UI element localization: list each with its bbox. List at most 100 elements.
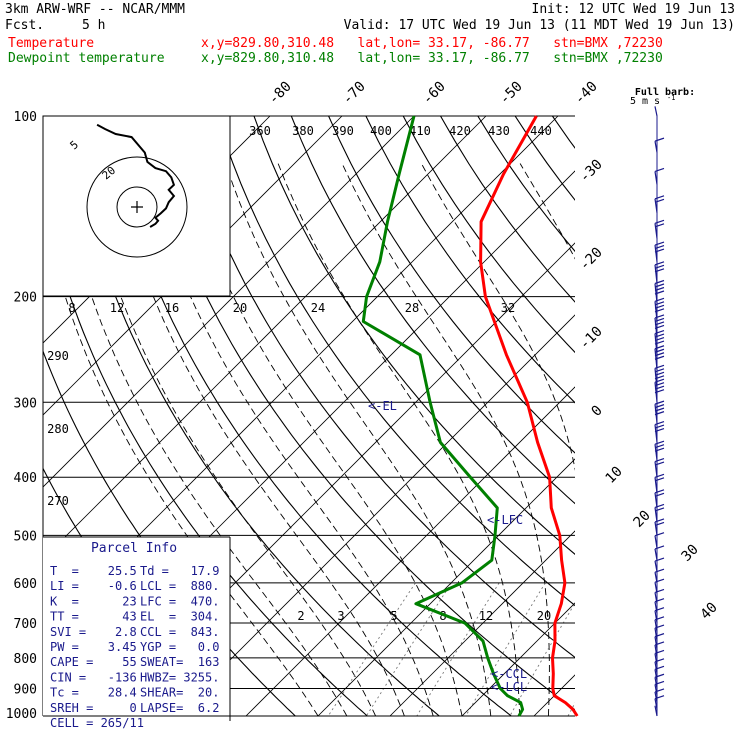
wind-barb bbox=[654, 167, 665, 185]
theta-label: 270 bbox=[47, 494, 69, 508]
dry-adiabat bbox=[253, 116, 575, 555]
parcel-info-right-value: LAPSE= 6.2 bbox=[140, 701, 219, 715]
theta-label: 290 bbox=[47, 349, 69, 363]
barb-legend-value: 5 m s bbox=[630, 96, 660, 107]
wind-barb bbox=[654, 688, 665, 703]
theta-label: 420 bbox=[449, 124, 471, 138]
parcel-info-left-value: CIN = -136 bbox=[50, 670, 137, 684]
mixing-ratio-label: 2 bbox=[297, 609, 304, 623]
isotherm bbox=[43, 116, 343, 416]
init-time: Init: 12 UTC Wed 19 Jun 13 bbox=[531, 2, 736, 17]
theta-label: 430 bbox=[488, 124, 510, 138]
valid-time: Valid: 17 UTC Wed 19 Jun 13 (11 MDT Wed … bbox=[343, 18, 735, 33]
pressure-tick-label: 500 bbox=[14, 529, 37, 544]
wind-barb bbox=[654, 241, 665, 262]
dry-adiabat bbox=[178, 116, 575, 659]
wind-barb bbox=[654, 364, 665, 389]
dry-adiabat bbox=[66, 116, 441, 716]
wind-barb bbox=[654, 378, 665, 403]
forecast-label: Fcst. bbox=[5, 18, 45, 33]
parcel-info-right-value: Td = 17.9 bbox=[140, 564, 219, 578]
isotherm bbox=[43, 116, 487, 560]
wind-barbs bbox=[654, 106, 665, 717]
wind-barb bbox=[654, 695, 665, 710]
dry-adiabat bbox=[702, 116, 740, 729]
parcel-info-left-value: TT = 43 bbox=[50, 610, 137, 624]
wind-barb bbox=[654, 705, 658, 717]
pressure-tick-label: 900 bbox=[14, 683, 37, 698]
dewpoint-legend: Dewpoint temperature bbox=[8, 51, 165, 66]
theta-label: 390 bbox=[332, 124, 354, 138]
wind-barb bbox=[654, 633, 665, 650]
wind-barb bbox=[654, 673, 665, 689]
parcel-info-panel: Parcel Info T = 25.5 Td = 17.9LI = -0.6 LCL… bbox=[43, 536, 231, 730]
dry-adiabat bbox=[477, 116, 575, 253]
wind-barb bbox=[654, 503, 665, 523]
isotherm-label: -10 bbox=[577, 324, 606, 353]
isotherm-label: 10 bbox=[603, 464, 626, 487]
theta-label: 380 bbox=[292, 124, 314, 138]
dewpoint-profile bbox=[361, 115, 525, 717]
wind-barb bbox=[654, 588, 665, 604]
isotherm-label: -40 bbox=[572, 79, 601, 108]
mixing-ratio-line bbox=[509, 601, 575, 716]
dry-adiabat bbox=[402, 116, 575, 354]
wind-barb bbox=[654, 473, 665, 494]
moist-adiabat bbox=[58, 163, 348, 716]
dry-adiabat bbox=[664, 116, 740, 729]
dry-adiabat bbox=[141, 116, 575, 711]
dry-adiabat bbox=[290, 116, 575, 505]
parcel-info-left-value: SVI = 2.8 bbox=[50, 625, 137, 639]
forecast-hour: 5 h bbox=[82, 18, 106, 33]
pressure-tick-label: 400 bbox=[14, 471, 37, 486]
parcel-info-left-value: CAPE = 55 bbox=[50, 655, 137, 669]
theta-label: 280 bbox=[47, 422, 69, 436]
wind-barb bbox=[654, 400, 665, 424]
wind-barb bbox=[654, 598, 665, 614]
wind-barb bbox=[654, 518, 665, 536]
wind-barb bbox=[654, 658, 665, 674]
mixing-ratio-label: 12 bbox=[479, 609, 493, 623]
level-annotation: <-CCL bbox=[491, 667, 527, 681]
isotherm-label: 0 bbox=[589, 403, 606, 420]
wind-barb bbox=[654, 680, 665, 696]
isotherm-label: -80 bbox=[266, 79, 295, 108]
parcel-info-right-value: LFC = 470. bbox=[140, 594, 219, 608]
dry-adiabat bbox=[328, 116, 575, 454]
isotherm bbox=[665, 116, 740, 729]
wind-barb bbox=[654, 261, 665, 284]
wind-barb bbox=[654, 345, 665, 371]
isotherm bbox=[461, 602, 575, 716]
dry-adiabat bbox=[590, 116, 740, 729]
wind-barb bbox=[654, 314, 665, 339]
wind-barb bbox=[654, 297, 665, 322]
wind-barb bbox=[654, 557, 665, 572]
isotherm-label: -30 bbox=[577, 157, 606, 186]
wind-barb bbox=[654, 420, 665, 443]
level-annotation: <-EL bbox=[368, 399, 397, 413]
parcel-info-right-value: CCL = 843. bbox=[140, 625, 219, 639]
isotherm-label: -50 bbox=[497, 79, 526, 108]
theta-label: 410 bbox=[409, 124, 431, 138]
wind-barb bbox=[654, 219, 665, 239]
temperature-profile bbox=[479, 115, 579, 717]
parcel-info-right-value: SWEAT= 163 bbox=[140, 655, 219, 669]
moist-adiabat bbox=[111, 163, 405, 716]
parcel-info-title: Parcel Info bbox=[91, 541, 177, 556]
hodograph-ring bbox=[116, 186, 158, 228]
mixing-ratio-line bbox=[365, 582, 452, 716]
wind-barb bbox=[654, 489, 665, 509]
pressure-tick-label: 700 bbox=[14, 617, 37, 632]
parcel-info-right-value: LCL = 880. bbox=[140, 579, 219, 593]
hodograph-trace bbox=[96, 123, 176, 228]
hodograph-ring bbox=[86, 156, 188, 258]
dry-adiabat bbox=[551, 116, 575, 149]
parcel-info-left-value: PW = 3.45 bbox=[50, 640, 137, 654]
theta-label: 360 bbox=[249, 124, 271, 138]
dewpoint-location: x,y=829.80,310.48 lat,lon= 33.17, -86.77… bbox=[201, 51, 663, 66]
hodograph-speed-label: 24 bbox=[311, 301, 325, 315]
isotherm-label: -60 bbox=[420, 79, 449, 108]
mixing-ratio-label: 5 bbox=[390, 609, 397, 623]
isotherm-label: -70 bbox=[340, 79, 369, 108]
